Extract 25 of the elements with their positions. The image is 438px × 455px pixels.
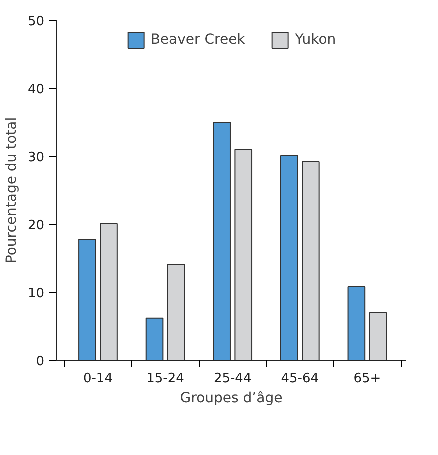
bar xyxy=(348,286,366,360)
x-tick-label: 0-14 xyxy=(83,372,113,386)
y-tick-label: 0 xyxy=(36,354,45,370)
bar xyxy=(369,312,388,360)
y-tick-label: 40 xyxy=(28,82,45,98)
bar xyxy=(167,264,186,360)
bar xyxy=(234,149,253,360)
x-tick-label: 45-64 xyxy=(281,372,320,386)
y-tick-label: 50 xyxy=(28,14,45,30)
bar xyxy=(146,318,164,360)
x-tick-label: 25-44 xyxy=(214,372,252,386)
x-tick-label: 15-24 xyxy=(146,372,184,386)
y-tick-label: 20 xyxy=(28,218,45,234)
x-tick-label: 65+ xyxy=(354,372,382,386)
bar xyxy=(78,238,96,360)
y-tick-label: 10 xyxy=(28,286,45,302)
y-tick-label: 30 xyxy=(28,150,45,166)
bar xyxy=(213,122,231,360)
bar xyxy=(302,161,320,360)
bar xyxy=(280,155,298,360)
legend-label: Yukon xyxy=(295,32,336,48)
bar xyxy=(100,223,118,360)
x-axis-title: Groupes d’âge xyxy=(180,390,283,406)
y-axis-title: Pourcentage du total xyxy=(4,117,20,264)
legend-label: Beaver Creek xyxy=(150,32,246,48)
